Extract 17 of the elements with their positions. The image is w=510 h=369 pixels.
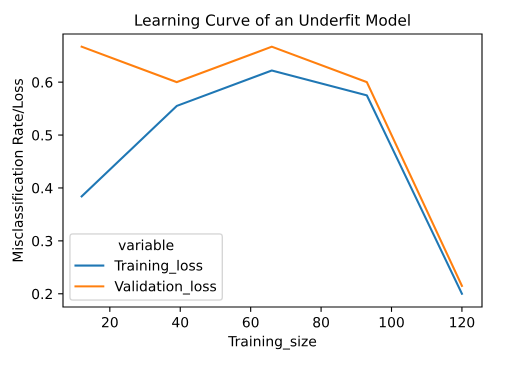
y-tick-label: 0.2 (32, 288, 52, 300)
x-axis-title: Training_size (228, 336, 316, 350)
x-tick-label: 80 (313, 316, 330, 328)
legend-title: variable (118, 240, 174, 250)
legend-label: Validation_loss (114, 280, 216, 294)
x-tick-label: 20 (102, 316, 118, 328)
legend-label: Training_loss (114, 260, 202, 274)
x-tick-label: 40 (172, 316, 188, 328)
x-tick-label: 120 (450, 316, 474, 328)
y-axis-title: Misclassification Rate/Loss (12, 79, 24, 262)
x-tick-label: 60 (242, 316, 259, 328)
chart-title: Learning Curve of an Underfit Model (135, 14, 410, 29)
y-tick-label: 0.3 (32, 236, 52, 246)
x-tick-label: 100 (380, 316, 404, 328)
y-tick-label: 0.6 (32, 77, 52, 88)
y-tick-label: 0.5 (32, 130, 52, 141)
y-tick-label: 0.4 (32, 182, 52, 194)
